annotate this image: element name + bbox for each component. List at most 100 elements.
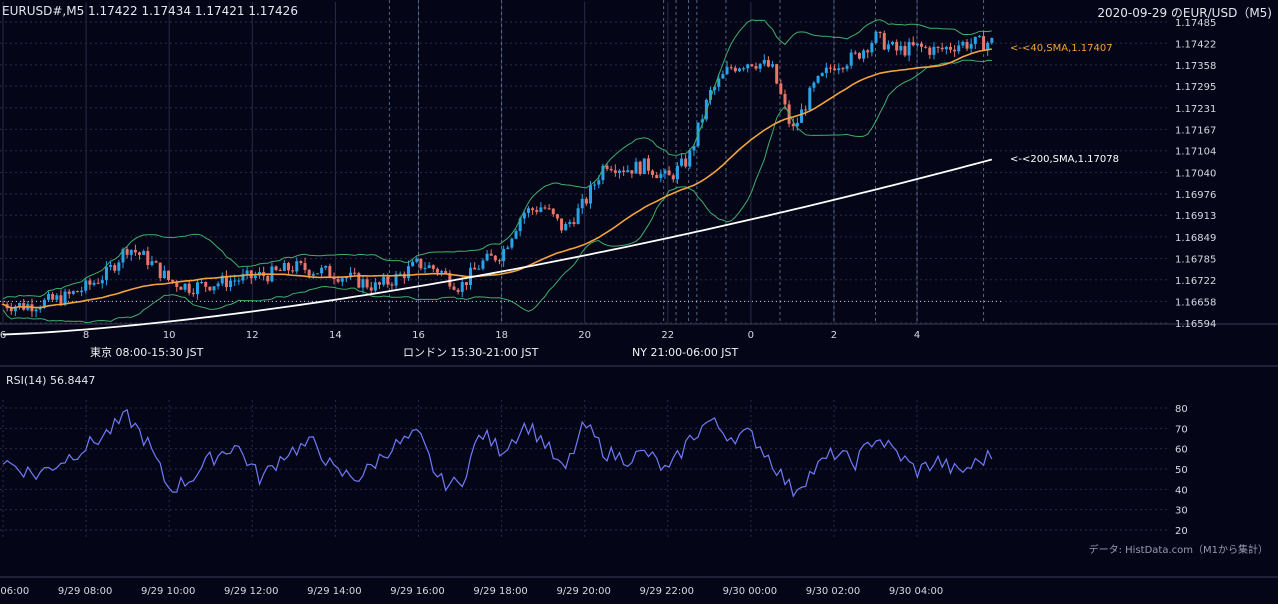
candle-up xyxy=(220,275,224,284)
sma200-label: <-<200,SMA,1.17078 xyxy=(1010,154,1119,165)
price-y-tick-label: 1.17485 xyxy=(1175,18,1216,29)
price-x-tick-label: 16 xyxy=(412,330,425,341)
candle-up xyxy=(63,291,67,305)
candle-down xyxy=(684,158,688,167)
bollinger-upper-band xyxy=(2,19,992,300)
rsi-x-tick-label: 9/29 06:00 xyxy=(0,586,29,597)
rsi-y-tick-label: 50 xyxy=(1175,465,1188,476)
candle-down xyxy=(560,218,564,231)
candle-up xyxy=(398,273,402,275)
candle-down xyxy=(841,68,845,70)
candle-up xyxy=(47,294,51,300)
candle-up xyxy=(969,44,973,49)
candle-up xyxy=(233,280,237,282)
candle-down xyxy=(224,275,228,288)
candle-up xyxy=(423,267,427,269)
candle-up xyxy=(34,309,38,312)
candle-down xyxy=(158,262,162,279)
price-x-tick-label: 6 xyxy=(0,330,6,341)
session-tokyo: 東京 08:00-15:30 JST xyxy=(84,342,397,364)
candle-up xyxy=(514,231,518,239)
price-y-tick-label: 1.17104 xyxy=(1175,147,1216,158)
candle-up xyxy=(675,165,679,180)
candle-up xyxy=(737,68,741,72)
price-y-tick-label: 1.17231 xyxy=(1175,104,1216,115)
candle-up xyxy=(593,184,597,186)
candle-up xyxy=(55,295,59,300)
candle-down xyxy=(51,294,55,300)
candle-down xyxy=(965,41,969,49)
candle-up xyxy=(518,218,522,232)
candle-down xyxy=(299,261,303,264)
candle-down xyxy=(948,46,952,50)
candle-up xyxy=(762,60,766,64)
rsi-y-tick-label: 40 xyxy=(1175,485,1188,496)
rsi-x-tick-label: 9/29 08:00 xyxy=(58,586,112,597)
candle-up xyxy=(477,268,481,270)
candle-up xyxy=(241,274,245,281)
candle-down xyxy=(146,251,150,266)
candle-down xyxy=(448,273,452,287)
rsi-y-tick-label: 30 xyxy=(1175,506,1188,517)
rsi-y-tick-label: 70 xyxy=(1175,424,1188,435)
candle-up xyxy=(721,74,725,79)
candle-up xyxy=(427,265,431,268)
candle-down xyxy=(336,279,340,282)
rsi-x-tick-label: 9/29 12:00 xyxy=(224,586,278,597)
candle-up xyxy=(84,280,88,291)
candle-up xyxy=(891,41,895,45)
candle-up xyxy=(411,261,415,267)
candle-up xyxy=(195,282,199,295)
session-london: ロンドン 15:30-21:00 JST xyxy=(397,342,626,364)
candle-down xyxy=(667,170,671,176)
candle-up xyxy=(502,248,506,262)
candle-up xyxy=(71,291,75,294)
price-x-tick-label: 2 xyxy=(831,330,837,341)
candle-down xyxy=(303,263,307,271)
candle-up xyxy=(212,286,216,291)
candle-down xyxy=(651,170,655,175)
candle-down xyxy=(609,168,613,171)
candle-down xyxy=(551,208,555,215)
candle-up xyxy=(18,303,22,307)
rsi-x-tick-label: 9/30 04:00 xyxy=(889,586,943,597)
candle-up xyxy=(216,283,220,287)
candle-up xyxy=(481,260,485,269)
rsi-y-tick-label: 60 xyxy=(1175,445,1188,456)
candle-down xyxy=(291,270,295,272)
candle-up xyxy=(659,173,663,179)
symbol-info: EURUSD#,M5 1.17422 1.17434 1.17421 1.174… xyxy=(2,4,298,18)
candle-up xyxy=(977,36,981,38)
candle-up xyxy=(80,290,84,293)
candle-down xyxy=(804,109,808,111)
candle-down xyxy=(369,287,373,291)
candle-up xyxy=(564,224,568,231)
candle-up xyxy=(849,52,853,66)
sma40-line xyxy=(2,48,992,309)
price-y-tick-label: 1.17040 xyxy=(1175,168,1216,179)
rsi-x-tick-label: 9/29 10:00 xyxy=(141,586,195,597)
candle-down xyxy=(791,123,795,127)
price-x-tick-label: 0 xyxy=(748,330,754,341)
candle-down xyxy=(419,258,423,269)
candle-down xyxy=(729,67,733,69)
candle-up xyxy=(229,280,233,288)
price-y-tick-label: 1.16785 xyxy=(1175,254,1216,265)
candle-up xyxy=(440,271,444,273)
candle-up xyxy=(634,161,638,174)
candle-down xyxy=(456,289,460,292)
price-x-tick-label: 22 xyxy=(661,330,674,341)
candle-up xyxy=(361,279,365,288)
rsi-x-tick-label: 9/30 00:00 xyxy=(723,586,777,597)
candle-up xyxy=(837,68,841,71)
candle-down xyxy=(853,52,857,54)
candle-up xyxy=(237,280,241,282)
candle-up xyxy=(688,150,692,167)
candle-down xyxy=(191,292,195,295)
rsi-line xyxy=(2,408,993,498)
candle-up xyxy=(162,270,166,279)
rsi-x-tick-label: 9/29 22:00 xyxy=(640,586,694,597)
candle-up xyxy=(315,273,319,275)
candle-up xyxy=(460,282,464,292)
